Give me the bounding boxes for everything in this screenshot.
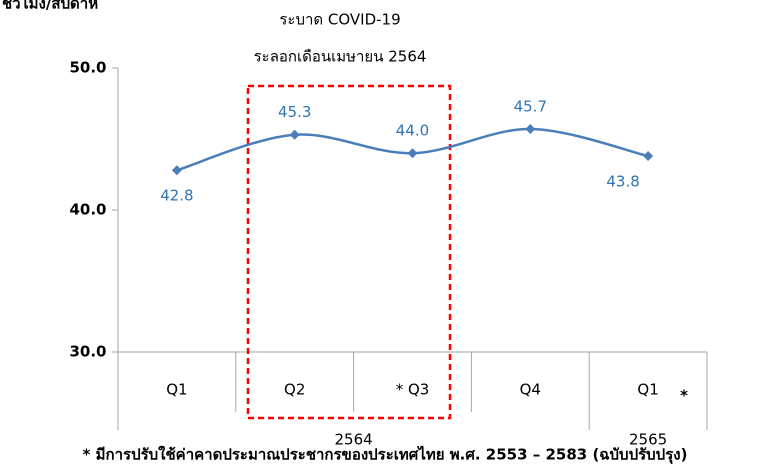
x-tick-label: * Q3 xyxy=(396,381,430,399)
group-label: 2565 xyxy=(629,431,667,449)
annotation: * xyxy=(680,387,688,405)
marker xyxy=(289,129,300,140)
chart-title: ระบาด COVID-19 xyxy=(279,11,400,29)
marker xyxy=(171,165,182,176)
y-tick-label: 50.0 xyxy=(69,59,106,77)
x-tick-label: Q2 xyxy=(284,381,305,399)
marker xyxy=(407,148,418,159)
data-label: 42.8 xyxy=(160,187,193,205)
highlight-box xyxy=(246,84,452,420)
group-label: 2564 xyxy=(335,431,373,449)
y-tick-label: 40.0 xyxy=(69,201,106,219)
x-tick-label: Q1 xyxy=(637,381,658,399)
data-label: 45.3 xyxy=(278,103,311,121)
x-tick-label: Q4 xyxy=(520,381,541,399)
data-label: 45.7 xyxy=(514,98,547,116)
marker xyxy=(525,124,536,135)
data-label: 44.0 xyxy=(396,122,429,140)
x-tick-label: Q1 xyxy=(166,381,187,399)
chart-subtitle: ระลอกเดือนเมษายน 2564 xyxy=(254,48,427,66)
y-tick-label: 30.0 xyxy=(69,343,106,361)
data-label: 43.8 xyxy=(606,173,639,191)
marker xyxy=(643,151,654,162)
footnote: * มีการปรับใช้ค่าคาดประมาณประชากรของประเ… xyxy=(83,445,688,465)
y-axis-label: ชั่วโมง/สัปดาห์ xyxy=(2,0,98,13)
